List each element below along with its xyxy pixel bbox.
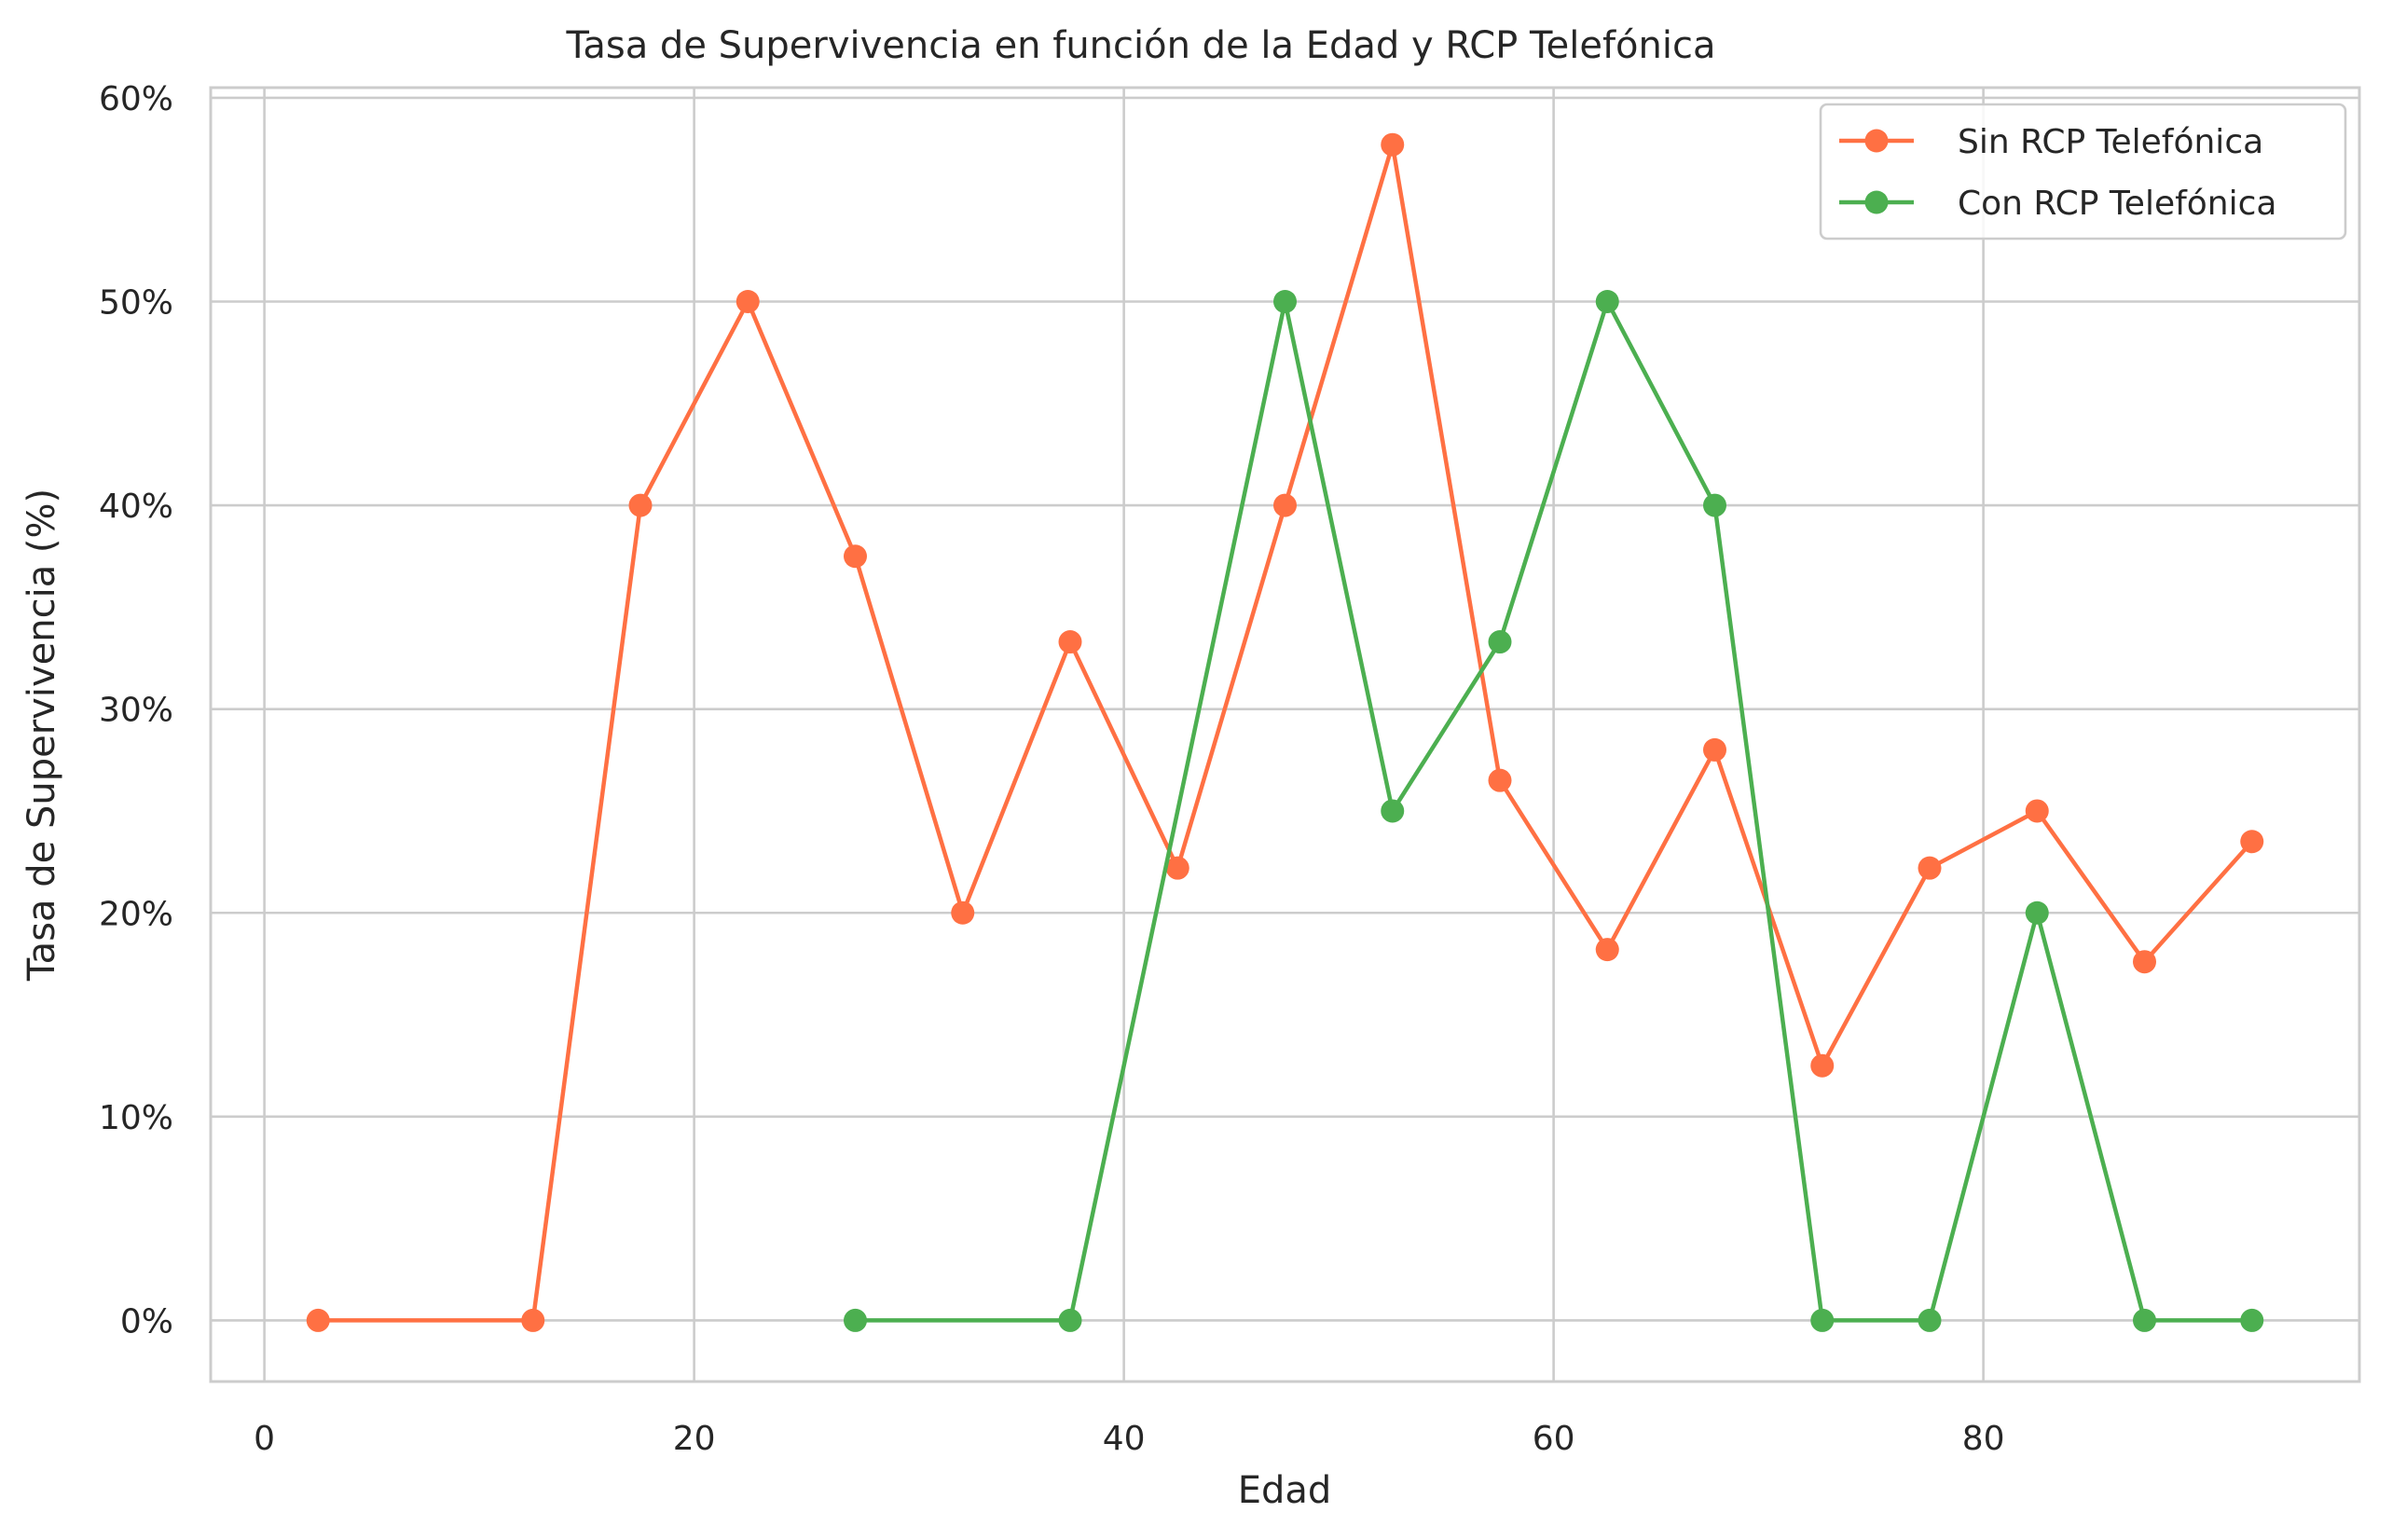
data-point [1165,856,1189,880]
data-point [844,544,867,569]
series-layer [306,132,2264,1332]
y-axis-label: Tasa de Supervivencia (%) [21,488,63,982]
data-point [521,1308,545,1332]
data-point [1918,856,1942,880]
series-2 [844,290,2264,1332]
y-tick-label: 0% [120,1302,173,1341]
data-point [628,493,653,517]
data-point [1595,938,1619,962]
chart-title: Tasa de Supervivencia en función de la E… [566,24,1716,67]
tick-layer: 0 20 40 60 80 0% 10% 20% 30% 40% 50% 60% [99,80,2005,1458]
data-point [1595,290,1619,314]
plot-frame [209,86,2361,1383]
data-point [1488,768,1512,792]
data-point [1918,1308,1942,1332]
data-point [1381,132,1405,157]
data-point [2025,799,2049,823]
data-point [736,290,760,314]
data-point [1703,493,1726,517]
x-tick-label: 60 [1533,1420,1575,1458]
data-point [306,1308,330,1332]
data-point [1058,1308,1082,1332]
data-point [1488,630,1512,654]
y-tick-label: 60% [99,80,173,118]
legend-label: Sin RCP Telefónica [1958,123,2263,161]
x-tick-label: 0 [254,1420,275,1458]
data-point [2240,830,2264,854]
x-tick-label: 20 [673,1420,716,1458]
series-line [855,299,2252,1323]
series-line [318,142,2254,1323]
data-point [2133,950,2156,974]
y-tick-label: 40% [99,488,173,526]
y-tick-label: 30% [99,692,173,730]
y-tick-label: 10% [99,1099,173,1137]
data-point [1273,493,1297,517]
y-tick-label: 20% [99,895,173,933]
data-point [1273,290,1297,314]
data-point [1703,737,1726,762]
legend-swatch-marker [1864,190,1889,214]
data-point [844,1308,867,1332]
data-point [2240,1308,2264,1332]
data-point [1810,1308,1835,1332]
data-point [1058,630,1082,654]
legend-label: Con RCP Telefónica [1958,185,2276,223]
y-tick-label: 50% [99,284,173,323]
data-point [2133,1308,2156,1332]
data-point [951,901,975,925]
data-point [1381,799,1405,823]
x-tick-label: 80 [1962,1420,2005,1458]
x-tick-label: 40 [1103,1420,1146,1458]
data-point [2025,901,2049,925]
legend-box [1819,103,2347,241]
data-point [1810,1053,1835,1078]
legend: Sin RCP Telefónica Con RCP Telefónica [1819,103,2347,241]
series-1 [306,132,2264,1332]
legend-swatch-marker [1864,129,1889,153]
x-axis-label: Edad [1238,1469,1332,1512]
